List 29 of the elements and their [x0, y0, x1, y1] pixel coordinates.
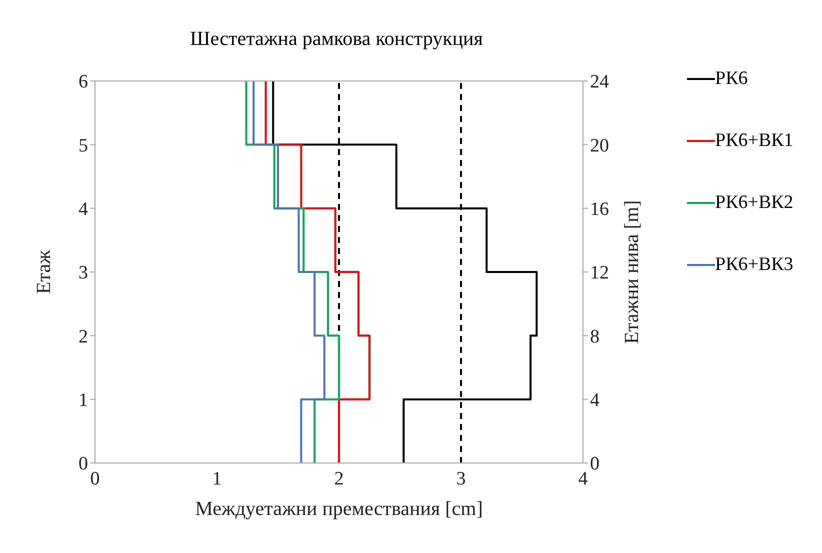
y2-axis-title: Етажни нива [m] [621, 200, 644, 344]
y-axis-title: Етаж [33, 250, 56, 294]
legend-label: РК6+ВК1 [715, 130, 794, 152]
y2-tick-label: 16 [590, 199, 609, 220]
y2-tick-label: 4 [590, 390, 600, 412]
y2-tick-label: 24 [590, 72, 610, 93]
chart-title: Шестетажна рамкова конструкция [189, 28, 484, 51]
x-tick-label: 2 [334, 468, 344, 490]
legend-label: РК6+ВК3 [715, 254, 794, 276]
x-axis-title: Междуетажни премествания [cm] [195, 498, 483, 520]
y2-tick-label: 12 [590, 262, 609, 284]
y2-tick-label: 20 [590, 135, 609, 156]
y-tick-label: 2 [78, 326, 88, 348]
y-tick-label: 3 [78, 262, 88, 284]
line-series [264, 81, 370, 463]
line-series [272, 81, 538, 463]
x-tick-label: 1 [212, 468, 222, 490]
y-tick-label: 5 [78, 135, 88, 156]
legend-label: РК6+ВК2 [715, 192, 794, 214]
y-tick-label: 0 [78, 454, 88, 475]
y-tick-label: 6 [78, 72, 88, 93]
y2-tick-label: 8 [590, 326, 600, 348]
y-tick-label: 1 [78, 390, 88, 412]
legend-label: РК6 [715, 68, 748, 90]
y-tick-label: 4 [78, 199, 88, 220]
x-tick-label: 3 [456, 468, 466, 490]
line-series [252, 81, 326, 463]
x-tick-label: 4 [578, 468, 588, 490]
y2-tick-label: 0 [590, 454, 600, 475]
